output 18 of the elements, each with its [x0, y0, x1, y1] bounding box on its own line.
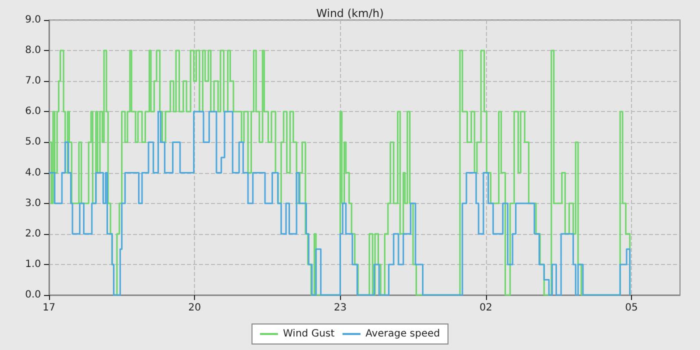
- y-tick-label: 3.0: [25, 198, 41, 209]
- x-tick-label: 23: [334, 302, 347, 314]
- y-tick-label: 4.0: [25, 167, 41, 178]
- y-tick-label: 7.0: [25, 76, 41, 87]
- legend-label: Average speed: [366, 328, 440, 340]
- y-tick-label: 1.0: [25, 258, 41, 270]
- x-tick-label: 20: [188, 302, 201, 314]
- legend-label: Wind Gust: [283, 328, 335, 340]
- x-tick-label: 05: [625, 302, 638, 314]
- y-tick-label: 6.0: [25, 106, 41, 118]
- chart-title: Wind (km/h): [316, 7, 384, 20]
- y-tick-label: 5.0: [25, 136, 41, 148]
- x-tick-label: 02: [479, 302, 492, 314]
- y-tick-label: 8.0: [25, 45, 41, 56]
- x-tick-label: 17: [42, 302, 56, 314]
- y-tick-label: 9.0: [25, 14, 41, 26]
- y-tick-label: 0.0: [25, 290, 41, 300]
- y-tick-label: 2.0: [25, 228, 41, 240]
